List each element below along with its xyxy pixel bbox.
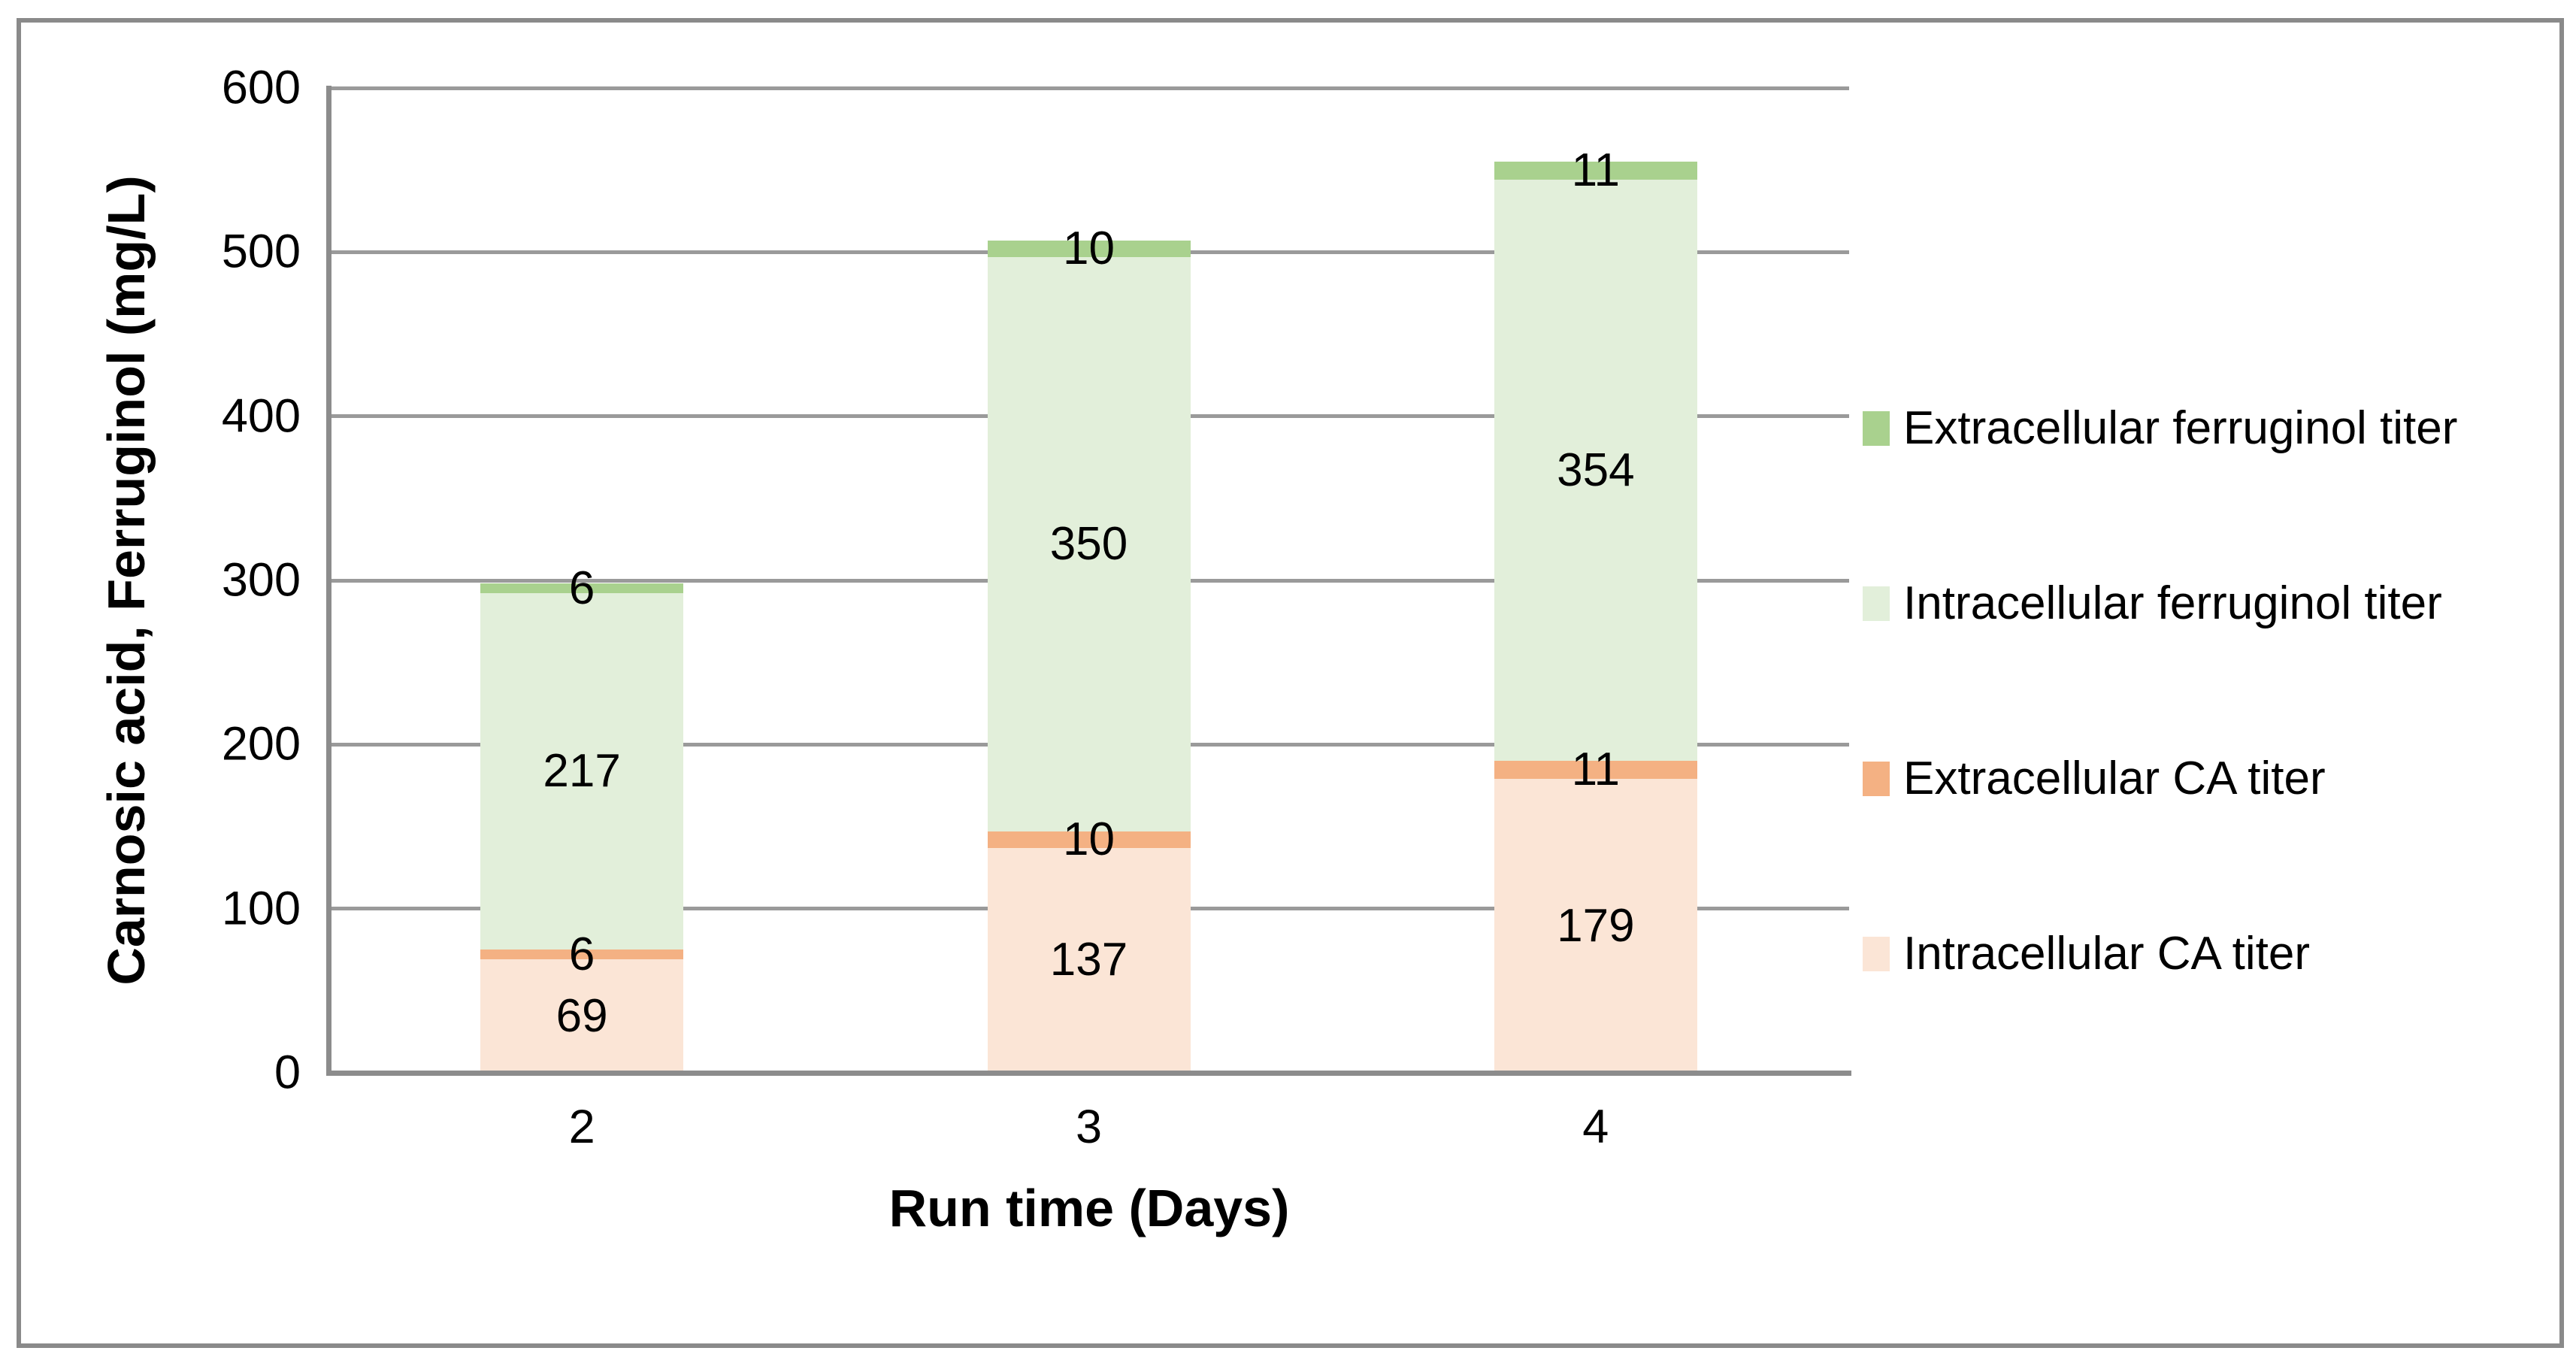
legend-swatch	[1863, 937, 1890, 971]
legend-swatch	[1863, 586, 1890, 621]
legend-label: Intracellular ferruginol titer	[1903, 577, 2442, 629]
bar-data-label: 10	[1063, 222, 1115, 274]
legend-swatch	[1863, 411, 1890, 446]
y-tick-label-400: 400	[221, 389, 301, 443]
bar-segment-intracellular-ca-titer	[480, 959, 684, 1073]
y-tick-label-600: 600	[221, 61, 301, 114]
x-axis-line	[326, 1071, 1851, 1076]
legend-item-extracellular-ca-titer: Extracellular CA titer	[1863, 753, 2569, 804]
bar-data-label: 137	[1049, 934, 1128, 986]
bar-data-label: 179	[1557, 899, 1635, 952]
legend-item-intracellular-ferruginol-titer: Intracellular ferruginol titer	[1863, 577, 2569, 629]
y-tick-label-500: 500	[221, 225, 301, 278]
bar-segment-intracellular-ferruginol-titer	[480, 593, 684, 950]
bar-segment-extracellular-ca-titer	[480, 950, 684, 960]
bar-segment-intracellular-ferruginol-titer	[1494, 180, 1697, 762]
legend-label: Intracellular CA titer	[1903, 928, 2310, 980]
legend-item-intracellular-ca-titer: Intracellular CA titer	[1863, 931, 2569, 977]
bar-data-label: 354	[1557, 444, 1635, 496]
legend-label: Extracellular CA titer	[1903, 753, 2326, 804]
bar-segment-intracellular-ferruginol-titer	[987, 256, 1191, 832]
x-tick-label-3: 3	[1075, 1101, 1103, 1153]
bar-data-label: 350	[1049, 517, 1128, 570]
bar-data-label: 6	[568, 562, 595, 614]
bar-segment-extracellular-ferruginol-titer	[987, 241, 1191, 257]
bar-data-label: 11	[1571, 744, 1621, 796]
y-tick-label-300: 300	[221, 553, 301, 607]
bar-data-label: 69	[555, 989, 608, 1042]
legend-label: Extracellular ferruginol titer	[1903, 402, 2458, 454]
y-axis-title: Carnosic acid, Ferruginol (mg/L)	[97, 175, 156, 986]
legend-swatch	[1863, 762, 1890, 796]
legend-item-extracellular-ferruginol-titer: Extracellular ferruginol titer	[1863, 402, 2569, 454]
chart-border	[17, 18, 2564, 1348]
y-tick-label-200: 200	[221, 717, 301, 771]
x-tick-label-4: 4	[1582, 1101, 1609, 1153]
bar-segment-extracellular-ferruginol-titer	[1494, 162, 1697, 180]
bar-data-label: 11	[1571, 144, 1621, 197]
bar-segment-extracellular-ferruginol-titer	[480, 583, 684, 594]
y-tick-label-0: 0	[274, 1046, 301, 1099]
x-axis-title: Run time (Days)	[888, 1179, 1290, 1237]
bar-segment-intracellular-ca-titer	[987, 847, 1191, 1073]
bar-segment-extracellular-ca-titer	[1494, 761, 1697, 780]
y-tick-label-100: 100	[221, 882, 301, 935]
bar-data-label: 217	[543, 745, 621, 798]
bar-data-label: 6	[568, 928, 595, 980]
x-tick-label-2: 2	[568, 1101, 595, 1153]
bar-segment-extracellular-ca-titer	[987, 831, 1191, 848]
bar-segment-intracellular-ca-titer	[1494, 779, 1697, 1073]
bar-data-label: 10	[1063, 813, 1115, 865]
gridline-600	[328, 86, 1849, 90]
y-axis-line	[326, 86, 331, 1075]
